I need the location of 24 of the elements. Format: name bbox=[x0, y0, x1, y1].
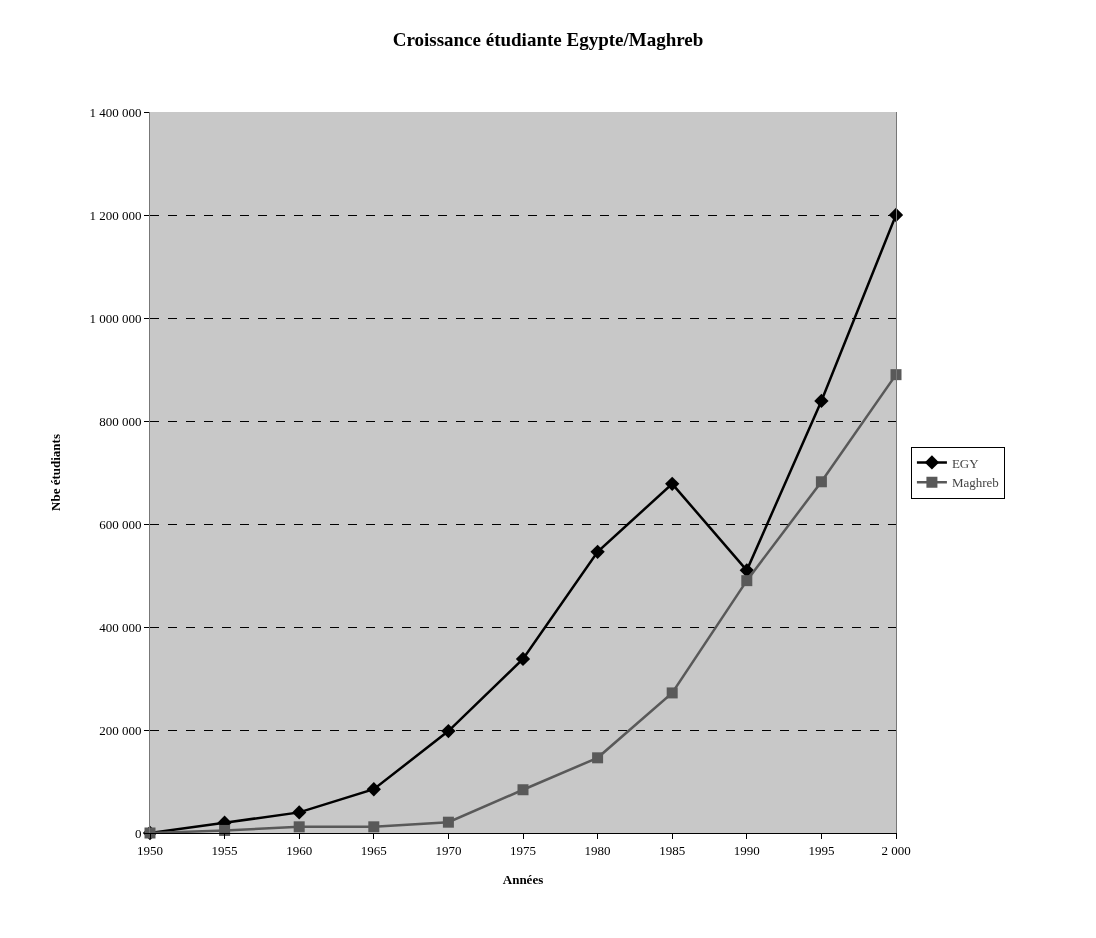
y-tick-label: 1 200 000 bbox=[89, 207, 142, 223]
x-tick-label: 1970 bbox=[435, 842, 462, 858]
y-tick-label: 0 bbox=[134, 825, 142, 841]
x-tick-label: 1985 bbox=[659, 842, 686, 858]
y-axis-title: Nbe étudiants bbox=[48, 434, 64, 511]
y-tick-label: 1 400 000 bbox=[89, 104, 142, 120]
y-tick-label: 600 000 bbox=[99, 516, 142, 532]
x-tick-label: 1950 bbox=[137, 842, 163, 858]
x-axis-title: Années bbox=[502, 872, 544, 888]
y-tick-label: 1 000 000 bbox=[89, 310, 142, 326]
x-tick-label: 2 000 bbox=[881, 842, 911, 858]
x-tick-label: 1955 bbox=[211, 842, 238, 858]
y-tick-label: 800 000 bbox=[99, 413, 142, 429]
x-tick-label: 1990 bbox=[733, 842, 760, 858]
legend-label: EGY bbox=[951, 455, 980, 471]
legend-label: Maghreb bbox=[951, 475, 999, 491]
x-tick-label: 1965 bbox=[360, 842, 387, 858]
y-tick-label: 400 000 bbox=[99, 619, 142, 635]
x-tick-label: 1980 bbox=[584, 842, 611, 858]
x-tick-label: 1960 bbox=[286, 842, 313, 858]
x-tick-label: 1975 bbox=[510, 842, 536, 858]
y-tick-label: 200 000 bbox=[99, 722, 142, 738]
x-tick-label: 1995 bbox=[808, 842, 835, 858]
chart-title: Croissance étudiante Egypte/Maghreb bbox=[392, 29, 704, 51]
